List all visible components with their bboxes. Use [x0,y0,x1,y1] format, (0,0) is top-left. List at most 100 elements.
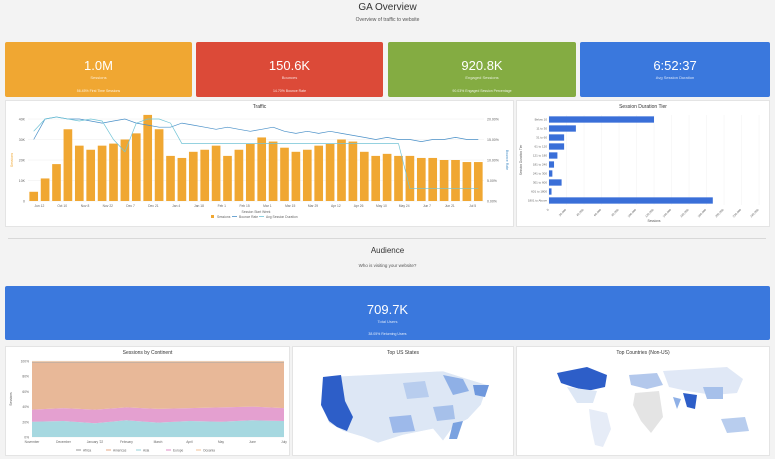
x-tick-label: Jun 12 [34,204,44,208]
x-tick-label: April [186,440,193,444]
kpi-value: 6:52:37 [653,58,697,73]
sessions-bar [394,155,403,201]
y-tick-label: 20% [22,420,29,424]
kpi-engaged-sessions[interactable]: 920.8K Engaged Sessions 90.03% Engaged S… [388,42,576,97]
kpi-sub: 56.45% First Time Sessions [76,89,121,93]
kpi-value: 920.8K [461,58,503,73]
continent-chart[interactable]: 0% 20% 40% 60% 80% 100% November December Januar… [6,355,289,455]
x-tick-label: 40,000 [575,208,585,218]
area-americas [32,362,284,410]
sessions-bar [188,151,198,201]
x-tick-label: Jun 21 [445,204,455,208]
x-tick-label: 60,000 [593,208,603,218]
x-tick-label: Nov 8 [81,204,90,208]
x-tick-label: February [120,440,133,444]
tier-bar [549,125,576,132]
tier-bar [549,188,552,195]
y-tick-label: 40% [22,405,29,409]
sessions-bar [200,149,210,201]
section-divider [8,238,766,239]
us-states-title: Top US States [387,350,419,356]
legend-label: Europe [173,449,184,453]
y-tick-label: 80% [22,375,29,379]
sessions-bar [257,137,267,201]
kpi-total-users[interactable]: 709.7K Total Users 38.05% Returning User… [5,286,770,340]
x-axis-label: Session Start Week [242,210,271,214]
y2-tick-label: 10.00% [487,159,499,163]
kpi-value: 150.6K [268,58,311,73]
kpi-avg-session-duration[interactable]: 6:52:37 Avg Session Duration [580,42,770,97]
sessions-bar [280,147,289,201]
countries-title: Top Countries (Non-US) [616,350,670,356]
y-tick-label: 60% [22,390,29,394]
y-tick-label: 241 to 300 [533,171,548,175]
sessions-bar [462,162,472,201]
us-map[interactable] [293,357,513,455]
x-tick-label: Dec 7 [126,204,135,208]
sessions-bar [177,157,187,201]
tier-bar [549,179,562,186]
kpi-label: Sessions [90,75,107,80]
area-asia [32,420,284,437]
y-tick-label: Below 10 [535,117,548,121]
legend-swatch [211,215,214,218]
duration-tier-chart[interactable]: 0 20,000 40,000 60,000 80,000 100,000 120,000 1… [517,109,769,224]
y-tick-label: 30K [19,138,26,142]
kpi-sessions[interactable]: 1.0M Sessions 56.45% First Time Sessions [5,42,192,97]
kpi-sub: 90.03% Engaged Session Percentage [452,89,512,93]
x-tick-label: Jun 7 [423,204,431,208]
x-tick-label: July [281,440,287,444]
x-tick-label: 200,000 [714,208,725,219]
bounce-rate-line [33,116,479,142]
sessions-bar [211,145,221,201]
page-title: GA Overview [358,2,417,13]
audience-subtitle: Who is visiting your website? [358,263,417,268]
sessions-bar [314,145,324,201]
y-tick-label: 100% [21,360,30,364]
kpi-value: 1.0M [84,58,113,73]
x-tick-label: 240,000 [749,208,760,219]
sessions-bar [405,155,415,201]
sessions-bar [109,143,118,201]
y-axis-label: Session Duration Tier [519,144,523,175]
legend-label: Africa [83,449,91,453]
sessions-bar [428,157,438,201]
y2-tick-label: 5.00% [487,179,497,183]
legend-label: Avg Session Duration [266,215,298,219]
traffic-card: Traffic 0 10K 20K 30K 40K 0.00% 5.00% 10.00% 15.… [5,100,514,227]
traffic-title: Traffic [252,104,267,110]
x-tick-label: Feb 15 [239,204,249,208]
x-tick-label: Mar 15 [285,204,295,208]
y2-tick-label: 15.00% [487,138,499,142]
continent-title: Sessions by Continent [122,350,173,356]
sessions-bar [382,153,392,201]
x-tick-label: 100,000 [627,208,638,219]
sessions-bar [223,155,232,201]
y-tick-label: 11 to 30 [536,126,547,130]
y-tick-label: 31 to 60 [536,135,547,139]
x-tick-label: Apr 12 [331,204,341,208]
x-tick-label: 80,000 [610,208,620,218]
tier-bar [549,116,654,123]
sessions-bar [97,145,107,201]
area-europe [32,406,284,424]
x-tick-label: 120,000 [644,208,655,219]
x-tick-label: June [249,440,256,444]
area-oceania [32,361,284,362]
sessions-bar [143,114,153,201]
x-tick-label: March [154,440,163,444]
kpi-label: Total Users [377,319,398,324]
sessions-bar [29,191,39,201]
kpi-value: 709.7K [366,302,409,317]
x-tick-label: November [25,440,41,444]
sessions-bar [371,155,381,201]
kpi-bounces[interactable]: 150.6K Bounces 14.70% Bounce Rate [196,42,383,97]
x-tick-label: Mar 29 [308,204,318,208]
legend-label: Bounce Rate [239,215,258,219]
world-map[interactable] [517,357,769,455]
y-axis-label: Sessions [9,392,13,406]
sessions-bar [86,149,96,201]
x-tick-label: May [218,440,224,444]
traffic-chart[interactable]: 0 10K 20K 30K 40K 0.00% 5.00% 10.00% 15.00% 20.00… [6,109,513,224]
area-africa [32,361,284,363]
